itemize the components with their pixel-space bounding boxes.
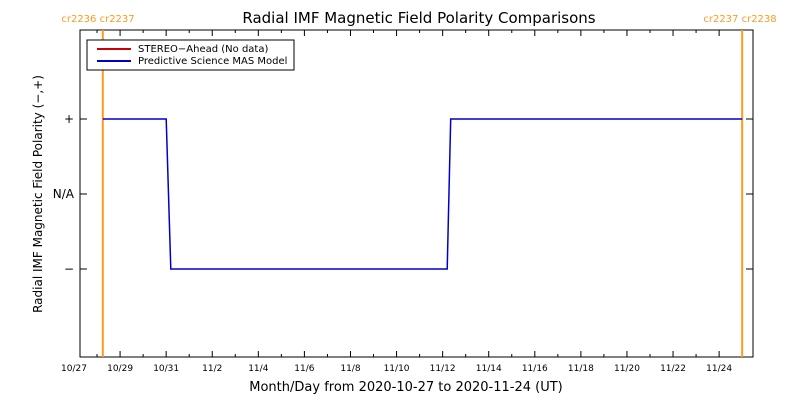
x-tick-label: 11/22 [660,364,686,374]
carrington-label-left: cr2236 cr2237 [61,14,134,25]
x-tick-label: 10/31 [153,364,179,374]
legend-label-mas-model: Predictive Science MAS Model [138,56,287,67]
legend: STEREO−Ahead (No data) Predictive Scienc… [86,39,295,71]
legend-box [86,39,295,71]
carrington-markers [101,30,744,357]
y-axis-label: Radial IMF Magnetic Field Polarity (−,+) [31,75,45,313]
x-tick-label: 11/10 [384,364,410,374]
x-tick-label: 11/14 [476,364,502,374]
x-tick-label: 11/18 [568,364,594,374]
y-tick-label: − [64,262,74,276]
legend-label-stereo: STEREO−Ahead (No data) [138,44,268,55]
carrington-label-right: cr2237 cr2238 [703,14,776,25]
x-tick-label: 11/20 [614,364,640,374]
x-tick-label: 11/2 [202,364,222,374]
y-axis: + N/A − [53,112,753,276]
plot-frame [79,29,754,358]
x-tick-label: 11/8 [340,364,360,374]
chart-title: Radial IMF Magnetic Field Polarity Compa… [242,9,595,27]
x-tick-label: 11/24 [706,364,732,374]
x-axis: 10/27 10/29 10/31 11/2 11/4 11/6 11/8 11/10 11/1… [61,30,732,374]
series-line-mas-model [102,118,743,270]
series-lines [102,118,743,270]
y-tick-label: + [64,112,74,126]
x-tick-label: 11/6 [294,364,314,374]
x-tick-label: 11/4 [248,364,268,374]
x-axis-label: Month/Day from 2020-10-27 to 2020-11-24 … [249,380,562,395]
x-tick-label: 11/12 [430,364,456,374]
y-tick-label: N/A [53,187,75,201]
x-tick-label: 10/27 [61,364,87,374]
x-tick-label: 11/16 [522,364,548,374]
x-tick-label: 10/29 [107,364,133,374]
